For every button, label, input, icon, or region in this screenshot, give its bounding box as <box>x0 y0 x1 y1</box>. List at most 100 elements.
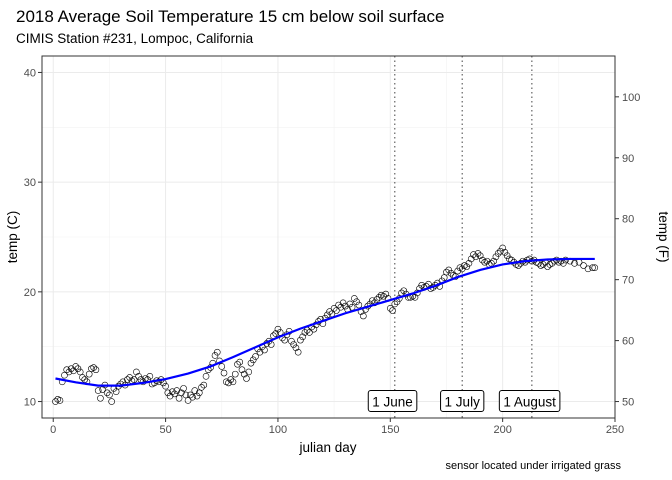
y2-tick-label: 90 <box>622 153 634 165</box>
data-point <box>231 370 239 378</box>
data-point <box>476 252 484 259</box>
data-point <box>501 249 509 256</box>
month-label: 1 June <box>367 390 418 413</box>
data-point <box>193 392 201 400</box>
data-point <box>274 325 282 333</box>
data-point <box>173 387 181 394</box>
data-point <box>227 376 235 383</box>
data-point <box>187 391 194 399</box>
data-point <box>400 287 408 295</box>
data-point <box>503 252 511 259</box>
data-point <box>92 366 100 374</box>
y-axis-right: 50 60 70 80 90 100 <box>615 92 640 409</box>
data-point <box>589 264 596 272</box>
data-point <box>63 366 71 374</box>
x-axis: 0 50 100 150 200 250 <box>50 418 624 436</box>
data-point <box>472 253 479 261</box>
month-label-box <box>440 390 485 413</box>
data-point <box>443 268 450 276</box>
data-point <box>146 373 154 380</box>
chart-caption: sensor located under irrigated grass <box>446 460 622 472</box>
data-point <box>245 368 253 376</box>
data-point <box>360 312 367 320</box>
data-point <box>474 250 482 257</box>
data-point <box>355 301 363 309</box>
data-point <box>90 364 97 371</box>
x-tick-label: 0 <box>50 424 56 436</box>
data-point <box>70 367 77 375</box>
data-point <box>108 398 115 405</box>
data-point <box>330 304 338 312</box>
y-axis-left: 10 20 30 40 <box>24 67 42 409</box>
data-point <box>243 375 250 382</box>
chart-title: 2018 Average Soil Temperature 15 cm belo… <box>16 7 444 26</box>
y-tick-label: 20 <box>24 287 36 299</box>
data-point <box>106 391 113 399</box>
data-point <box>467 255 475 263</box>
data-point <box>180 385 187 392</box>
data-point <box>494 250 502 257</box>
data-point <box>281 336 288 344</box>
data-point <box>130 376 138 383</box>
data-point <box>333 307 340 314</box>
data-point <box>238 366 246 374</box>
data-point <box>292 344 300 352</box>
data-point <box>591 264 599 272</box>
data-point <box>299 333 306 341</box>
x-tick-label: 100 <box>269 424 287 436</box>
data-point <box>189 393 196 401</box>
data-point <box>117 380 124 388</box>
x-tick-label: 50 <box>159 424 171 436</box>
trend-line <box>55 257 595 387</box>
data-point <box>353 298 360 306</box>
data-point <box>72 363 80 370</box>
data-point <box>272 330 279 337</box>
plot-border <box>41 55 616 419</box>
data-point <box>61 371 68 379</box>
data-point <box>169 388 176 395</box>
data-point <box>324 311 331 319</box>
data-point <box>445 266 453 274</box>
data-point <box>265 337 273 345</box>
data-point <box>202 373 210 380</box>
data-point <box>447 269 455 277</box>
data-point <box>301 329 309 336</box>
data-point <box>164 389 172 397</box>
data-point <box>454 267 462 275</box>
data-point <box>346 300 354 308</box>
x-tick-label: 200 <box>493 424 511 436</box>
data-point <box>252 353 259 360</box>
data-point <box>74 365 82 372</box>
data-point <box>79 374 86 381</box>
data-point <box>191 387 199 394</box>
data-point <box>297 336 304 344</box>
data-point <box>182 391 190 399</box>
data-point <box>211 352 219 359</box>
data-point <box>479 256 486 264</box>
data-point <box>195 389 203 397</box>
y2-tick-label: 60 <box>622 336 634 348</box>
data-point <box>375 294 383 301</box>
data-point <box>539 261 547 268</box>
data-point <box>465 260 473 267</box>
x-axis-title: julian day <box>298 440 356 455</box>
data-point <box>240 370 248 378</box>
data-point <box>162 382 169 390</box>
data-point <box>490 257 497 265</box>
data-point <box>175 394 183 402</box>
data-point <box>418 281 426 289</box>
data-point <box>380 292 387 300</box>
data-point <box>171 390 178 398</box>
data-point <box>225 379 232 387</box>
y-axis-title-right: temp (F) <box>656 211 671 262</box>
data-point <box>463 263 470 270</box>
data-point <box>178 389 185 397</box>
plot-area: 1 June 1 July 1 August <box>41 55 616 419</box>
x-tick-label: 150 <box>381 424 399 436</box>
month-labels: 1 June 1 July 1 August <box>367 390 561 413</box>
data-point <box>229 378 237 386</box>
data-point <box>234 360 241 368</box>
data-point <box>571 260 578 267</box>
month-label-text: 1 July <box>445 395 481 410</box>
month-label: 1 July <box>440 390 485 413</box>
